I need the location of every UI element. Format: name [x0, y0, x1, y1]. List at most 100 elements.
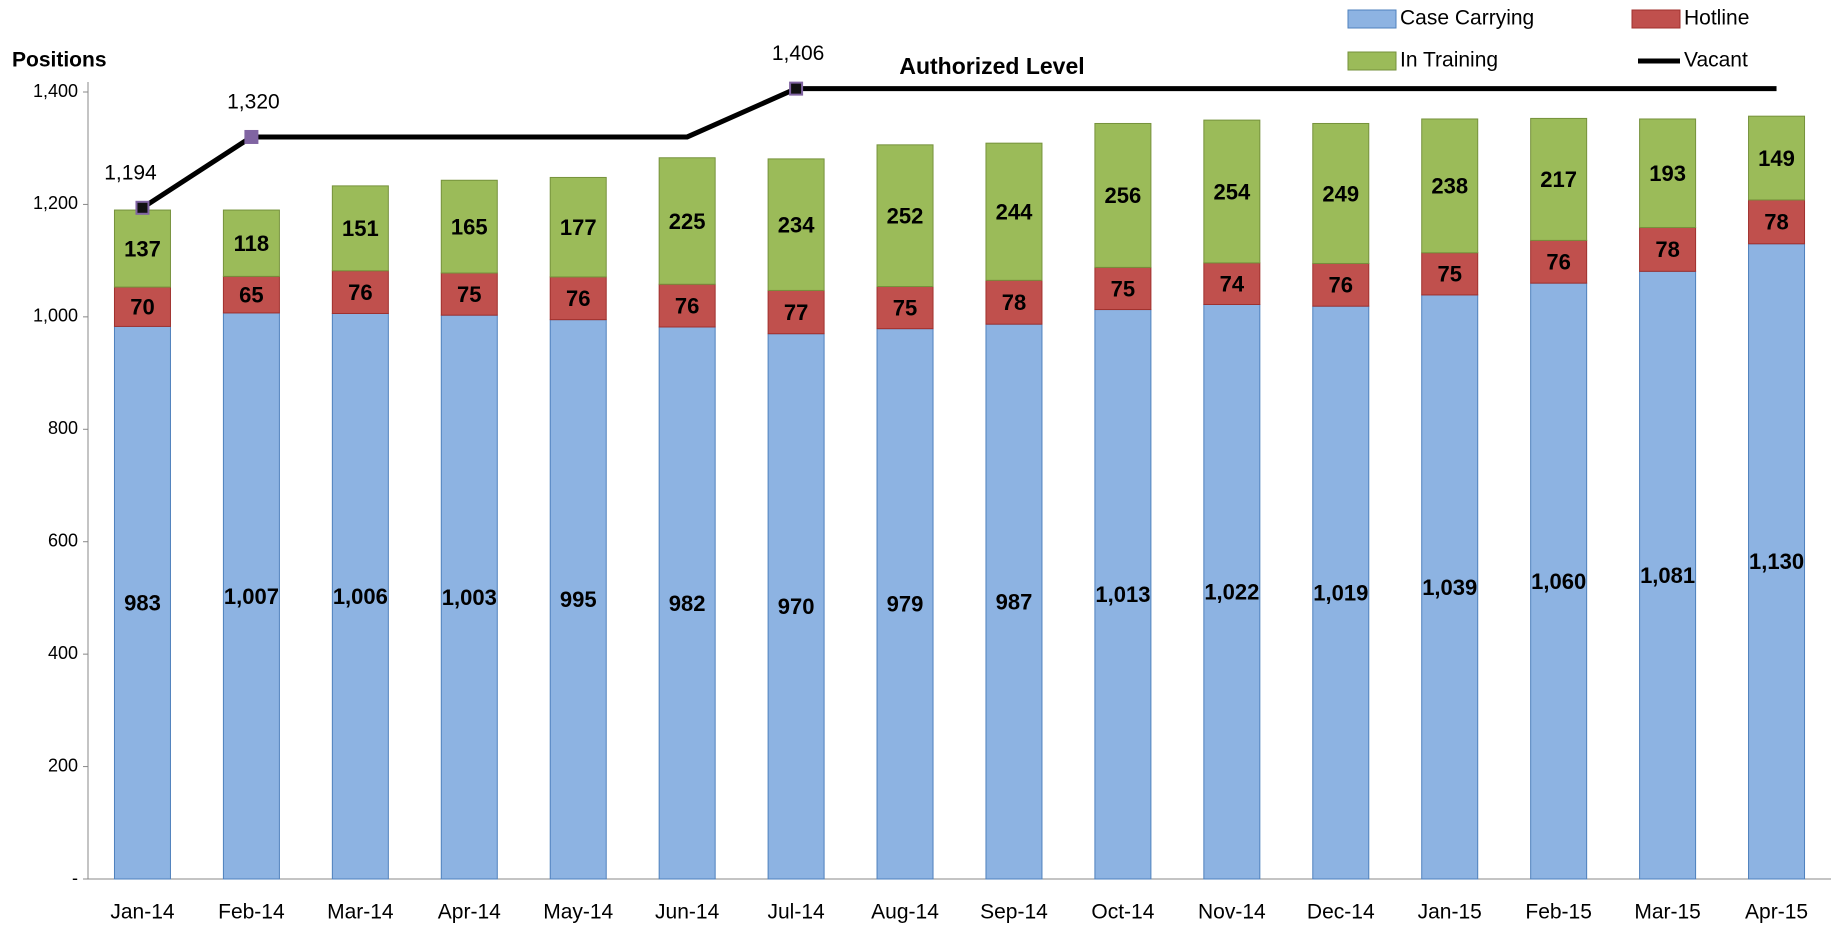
bar-segment: [1203, 262, 1261, 305]
data-label: 118: [234, 231, 270, 256]
bar-segment: [985, 323, 1043, 880]
legend-swatch: [1347, 9, 1397, 29]
x-tick-label: Feb-14: [218, 901, 285, 924]
bar-segment: [113, 286, 171, 327]
y-tick-label: 1,400: [33, 81, 78, 101]
data-label: 76: [1329, 273, 1353, 298]
bar-segment: [1639, 226, 1697, 272]
data-label: 65: [239, 282, 263, 307]
data-label: 244: [996, 200, 1033, 225]
x-tick-label: Mar-14: [327, 901, 394, 924]
data-label: 983: [124, 591, 161, 616]
data-label: 151: [342, 216, 379, 241]
line-series: [141, 86, 1777, 210]
bar-segment: [1748, 243, 1806, 880]
bar-segment: [1094, 309, 1152, 880]
data-label: 75: [457, 282, 481, 307]
bar-segment: [331, 270, 389, 314]
data-label: 137: [124, 236, 161, 261]
bar-segment: [1203, 303, 1261, 880]
bar-segment: [767, 158, 825, 291]
legend-label: Vacant: [1684, 49, 1748, 72]
data-label: 193: [1649, 161, 1686, 186]
annotation: Authorized Level: [899, 53, 1084, 79]
data-label: 75: [1111, 276, 1135, 301]
bar-segment: [549, 176, 607, 278]
bar-segment: [113, 209, 171, 288]
x-tick-label: Jul-14: [767, 901, 825, 924]
bar-segment: [331, 312, 389, 880]
y-axis-label: Positions: [12, 49, 107, 72]
data-label: 1,081: [1640, 563, 1695, 588]
x-tick-label: Feb-15: [1525, 901, 1592, 924]
data-label: 217: [1540, 167, 1577, 192]
x-tick-label: May-14: [543, 901, 613, 924]
x-tick-label: Mar-15: [1634, 901, 1701, 924]
data-label: 78: [1655, 237, 1679, 262]
x-tick-label: Sep-14: [980, 901, 1048, 924]
data-label: 1,003: [442, 585, 497, 610]
bar-segment: [876, 144, 934, 288]
data-label: 1,039: [1422, 575, 1477, 600]
data-label: 76: [348, 280, 372, 305]
data-label: 249: [1322, 181, 1359, 206]
data-label: 252: [887, 203, 924, 228]
line-label: 1,194: [104, 161, 157, 184]
y-tick-label: 600: [48, 530, 78, 550]
bar-segment: [1530, 239, 1588, 284]
x-tick-label: Oct-14: [1091, 901, 1154, 924]
data-label: 78: [1764, 210, 1788, 235]
data-label: 75: [1437, 262, 1461, 287]
bar-segment: [440, 314, 498, 880]
bar-segment: [1748, 115, 1806, 201]
line-marker: [244, 129, 259, 144]
x-tick-label: Nov-14: [1198, 901, 1266, 924]
data-label: 1,013: [1095, 582, 1150, 607]
bar-segment: [1421, 294, 1479, 880]
bar-segment: [1312, 262, 1370, 307]
bar-segment: [549, 319, 607, 880]
bar-segment: [331, 185, 389, 272]
x-tick-label: Jan-15: [1418, 901, 1482, 924]
bar-segment: [658, 283, 716, 328]
bar-segment: [767, 289, 825, 335]
data-label: 982: [669, 591, 706, 616]
x-tick-label: Jun-14: [655, 901, 720, 924]
data-label: 1,007: [224, 584, 279, 609]
legend-label: Hotline: [1684, 7, 1749, 30]
data-label: 1,060: [1531, 569, 1586, 594]
data-label: 225: [669, 209, 706, 234]
x-tick-label: Aug-14: [871, 901, 939, 924]
bar-segment: [658, 326, 716, 880]
data-label: 995: [560, 587, 597, 612]
data-label: 256: [1105, 183, 1142, 208]
bar-segment: [1094, 266, 1152, 311]
y-tick-label: 1,200: [33, 193, 78, 213]
data-label: 254: [1213, 179, 1250, 204]
x-tick-label: Apr-14: [438, 901, 501, 924]
data-label: 1,022: [1204, 580, 1259, 605]
data-label: 238: [1431, 174, 1468, 199]
data-label: 987: [996, 589, 1033, 614]
data-label: 165: [451, 214, 488, 239]
bar-segment: [222, 312, 280, 880]
data-label: 77: [784, 300, 808, 325]
x-tick-label: Apr-15: [1745, 901, 1808, 924]
x-tick-label: Dec-14: [1307, 901, 1375, 924]
y-tick-label: -: [72, 868, 78, 888]
bar-segment: [1530, 282, 1588, 880]
line-label: 1,406: [772, 42, 825, 65]
data-label: 177: [560, 215, 597, 240]
bar-segment: [985, 142, 1043, 281]
data-label: 1,006: [333, 584, 388, 609]
data-label: 78: [1002, 290, 1026, 315]
data-label: 76: [1546, 250, 1570, 275]
legend-label: Case Carrying: [1400, 7, 1534, 30]
x-tick-label: Jan-14: [110, 901, 175, 924]
data-label: 74: [1220, 272, 1245, 297]
y-tick-label: 1,000: [33, 306, 78, 326]
legend-label: In Training: [1400, 49, 1498, 72]
bar-segment: [440, 179, 498, 274]
y-tick-label: 800: [48, 418, 78, 438]
